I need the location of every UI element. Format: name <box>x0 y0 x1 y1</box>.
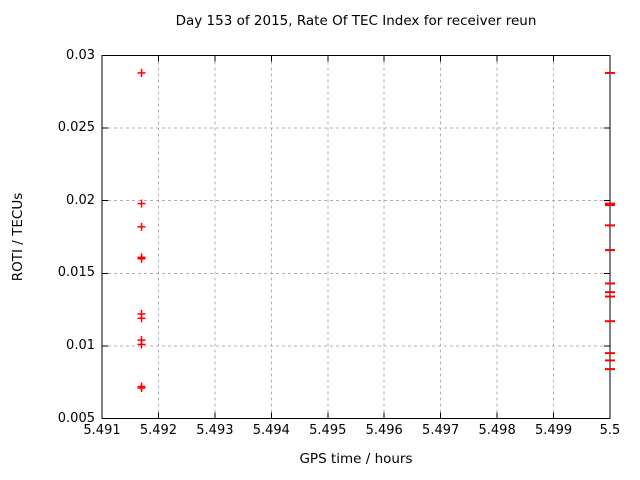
x-tick-label: 5.498 <box>478 423 516 438</box>
x-tick-label: 5.499 <box>534 423 573 438</box>
y-tick-label: 0.005 <box>57 410 95 426</box>
x-tick-label: 5.496 <box>365 423 403 438</box>
y-tick-label: 0.02 <box>66 192 95 208</box>
x-tick-label: 5.491 <box>83 423 121 438</box>
plot-border <box>101 55 611 419</box>
x-tick-label: 5.492 <box>139 423 178 438</box>
y-tick-label: 0.03 <box>66 47 95 63</box>
x-tick-label: 5.497 <box>422 423 460 438</box>
x-tick-label: 5.495 <box>309 423 347 438</box>
y-tick-label: 0.01 <box>66 337 95 353</box>
x-tick-label: 5.5 <box>599 423 621 438</box>
x-tick-label: 5.494 <box>252 423 290 438</box>
x-axis-title: GPS time / hours <box>299 451 413 467</box>
y-tick-label: 0.015 <box>57 265 95 281</box>
chart-title: Day 153 of 2015, Rate Of TEC Index for r… <box>175 13 537 29</box>
x-tick-label: 5.493 <box>196 423 234 438</box>
y-tick-label: 0.025 <box>57 120 95 136</box>
